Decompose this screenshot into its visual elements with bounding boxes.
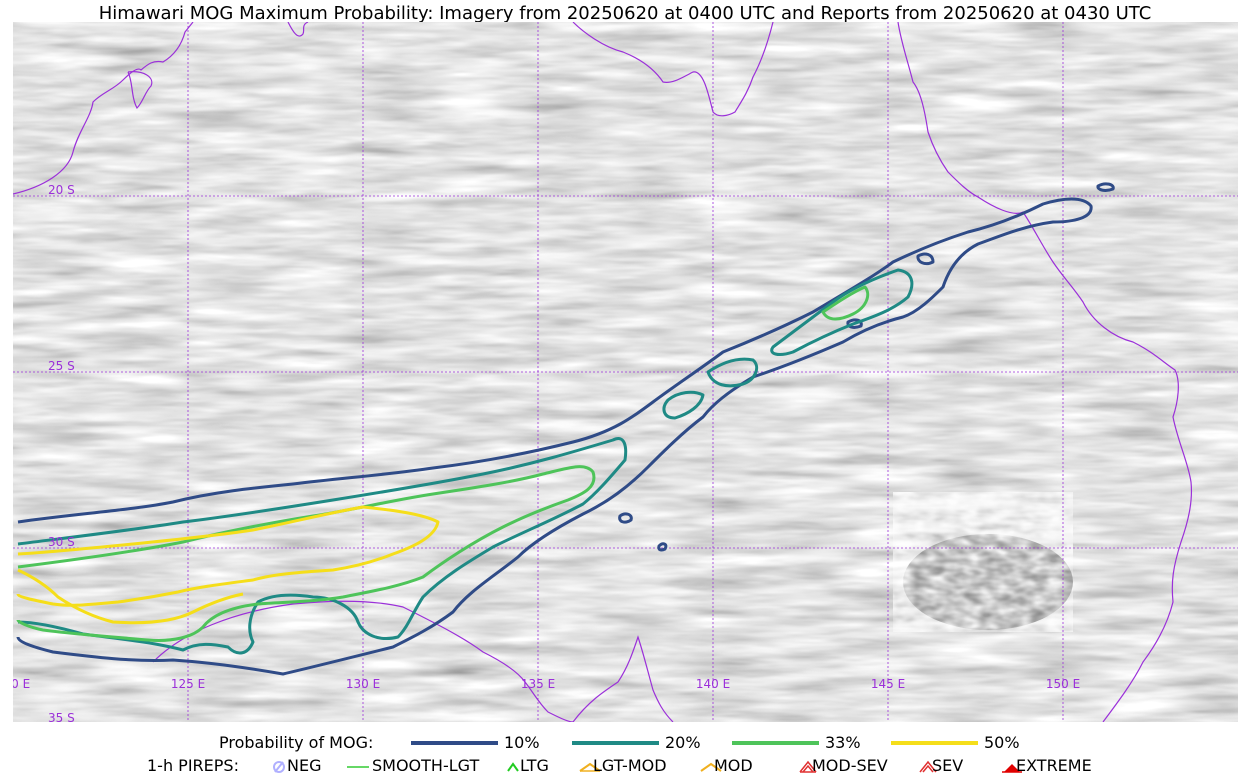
extreme-icon <box>1002 759 1024 778</box>
prob-swatch <box>732 741 819 745</box>
lat-label: 30 S <box>48 535 75 549</box>
pirep-label: SMOOTH-LGT <box>372 756 480 775</box>
lat-label: 20 S <box>48 183 75 197</box>
prob-label: 50% <box>984 733 1020 752</box>
longitude-labels: 120 E 125 E 130 E 135 E 140 E 145 E 150 E <box>13 677 1080 691</box>
pirep-label: MOD <box>714 756 753 775</box>
satellite-map: 120 E 125 E 130 E 135 E 140 E 145 E 150 E 20 S… <box>13 22 1238 722</box>
prob-swatch <box>572 741 659 745</box>
storm-cloud-highlights <box>893 492 1073 632</box>
lon-label: 125 E <box>171 677 205 691</box>
smooth-lgt-icon <box>347 759 369 778</box>
prob-swatch <box>411 741 498 745</box>
prob-swatch <box>891 741 978 745</box>
prob-label: 10% <box>504 733 540 752</box>
lon-label: 135 E <box>521 677 555 691</box>
latitude-labels: 20 S 25 S 30 S 35 S <box>48 183 75 722</box>
lon-label: 140 E <box>696 677 730 691</box>
coastlines <box>13 22 1193 722</box>
lon-label: 120 E <box>13 677 30 691</box>
pirep-label: EXTREME <box>1016 756 1092 775</box>
lon-label: 130 E <box>346 677 380 691</box>
contour-20pct <box>17 268 914 655</box>
pirep-label: MOD-SEV <box>812 756 888 775</box>
prob-label: 33% <box>825 733 861 752</box>
pirep-label: SEV <box>932 756 964 775</box>
contour-50pct <box>16 505 440 625</box>
lon-label: 145 E <box>871 677 905 691</box>
pirep-legend-title: 1-h PIREPS: <box>147 756 239 775</box>
graticule <box>13 22 1238 722</box>
mod-sev-icon <box>798 759 820 778</box>
pirep-label: LTG <box>520 756 549 775</box>
page-title: Himawari MOG Maximum Probability: Imager… <box>98 3 1152 24</box>
lgt-mod-icon <box>579 759 601 778</box>
pirep-label: NEG <box>287 756 322 775</box>
prob-legend-title: Probability of MOG: <box>219 733 374 752</box>
ltg-icon <box>506 759 528 778</box>
lon-label: 150 E <box>1046 677 1080 691</box>
lat-label: 35 S <box>48 711 75 722</box>
neg-icon <box>273 759 295 778</box>
lat-label: 25 S <box>48 359 75 373</box>
prob-label: 20% <box>665 733 701 752</box>
sev-icon <box>918 759 940 778</box>
mod-icon <box>700 759 722 778</box>
pirep-label: LGT-MOD <box>593 756 667 775</box>
